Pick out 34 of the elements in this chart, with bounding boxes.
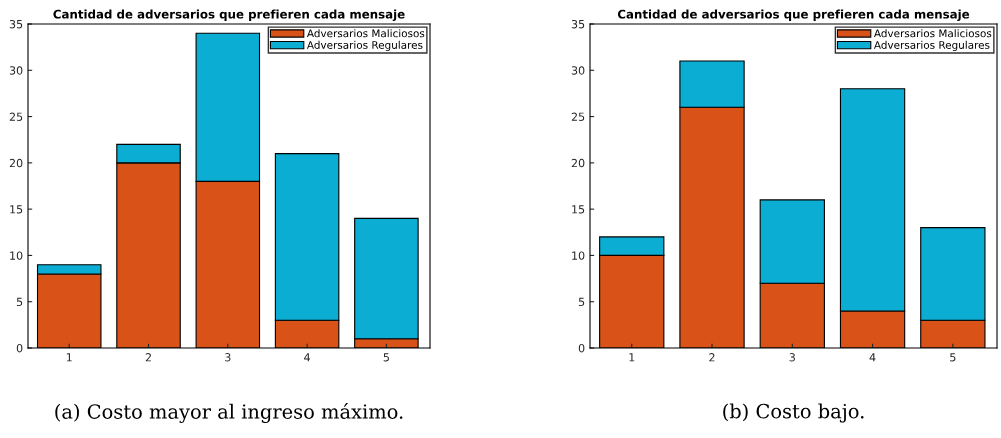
x-tick-label: 4: [869, 353, 876, 362]
y-tick-label: 15: [10, 205, 23, 214]
text: (a) Costo mayor al ingreso máximo.: [55, 403, 403, 423]
y-tick-label: 10: [572, 251, 585, 260]
x-tick-label: 2: [145, 353, 151, 362]
legend-label: Adversarios Maliciosos: [306, 29, 425, 38]
x-tick-label: 1: [66, 353, 72, 362]
x-tick-label: 5: [383, 353, 389, 362]
x-tick-label: 1: [629, 353, 635, 362]
y-tick-label: 10: [10, 251, 23, 260]
y-tick-label: 5: [16, 297, 23, 307]
x-tick-label: 2: [709, 353, 715, 362]
text: (b) Costo bajo.: [723, 403, 864, 423]
x-tick-label: 3: [225, 353, 231, 362]
y-tick-label: 35: [9, 19, 23, 29]
y-tick-label: 30: [9, 66, 23, 75]
x-tick-label: 5: [950, 353, 956, 362]
legend-label: Adversarios Maliciosos: [873, 29, 992, 38]
y-tick-label: 20: [9, 158, 23, 168]
chart-title: Cantidad de adversarios que prefieren cada mensaje: [617, 9, 970, 21]
y-tick-label: 20: [571, 158, 585, 168]
y-tick-label: 25: [571, 112, 585, 121]
y-tick-label: 5: [578, 297, 585, 307]
x-tick-label: 3: [789, 353, 795, 362]
legend-label: Adversarios Regulares: [306, 40, 423, 51]
y-tick-label: 35: [571, 19, 585, 29]
y-tick-label: 0: [16, 343, 23, 353]
x-tick-label: 4: [304, 353, 311, 362]
y-tick-label: 0: [578, 343, 585, 353]
legend-label: Adversarios Regulares: [873, 40, 990, 51]
y-tick-label: 15: [572, 205, 585, 214]
y-tick-label: 30: [571, 66, 585, 75]
chart-title: Cantidad de adversarios que prefieren cada mensaje: [53, 9, 405, 21]
y-tick-label: 25: [9, 112, 23, 121]
